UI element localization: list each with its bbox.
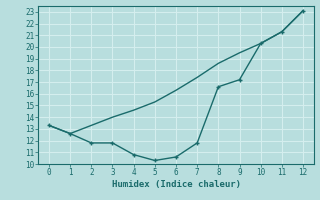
X-axis label: Humidex (Indice chaleur): Humidex (Indice chaleur): [111, 180, 241, 189]
